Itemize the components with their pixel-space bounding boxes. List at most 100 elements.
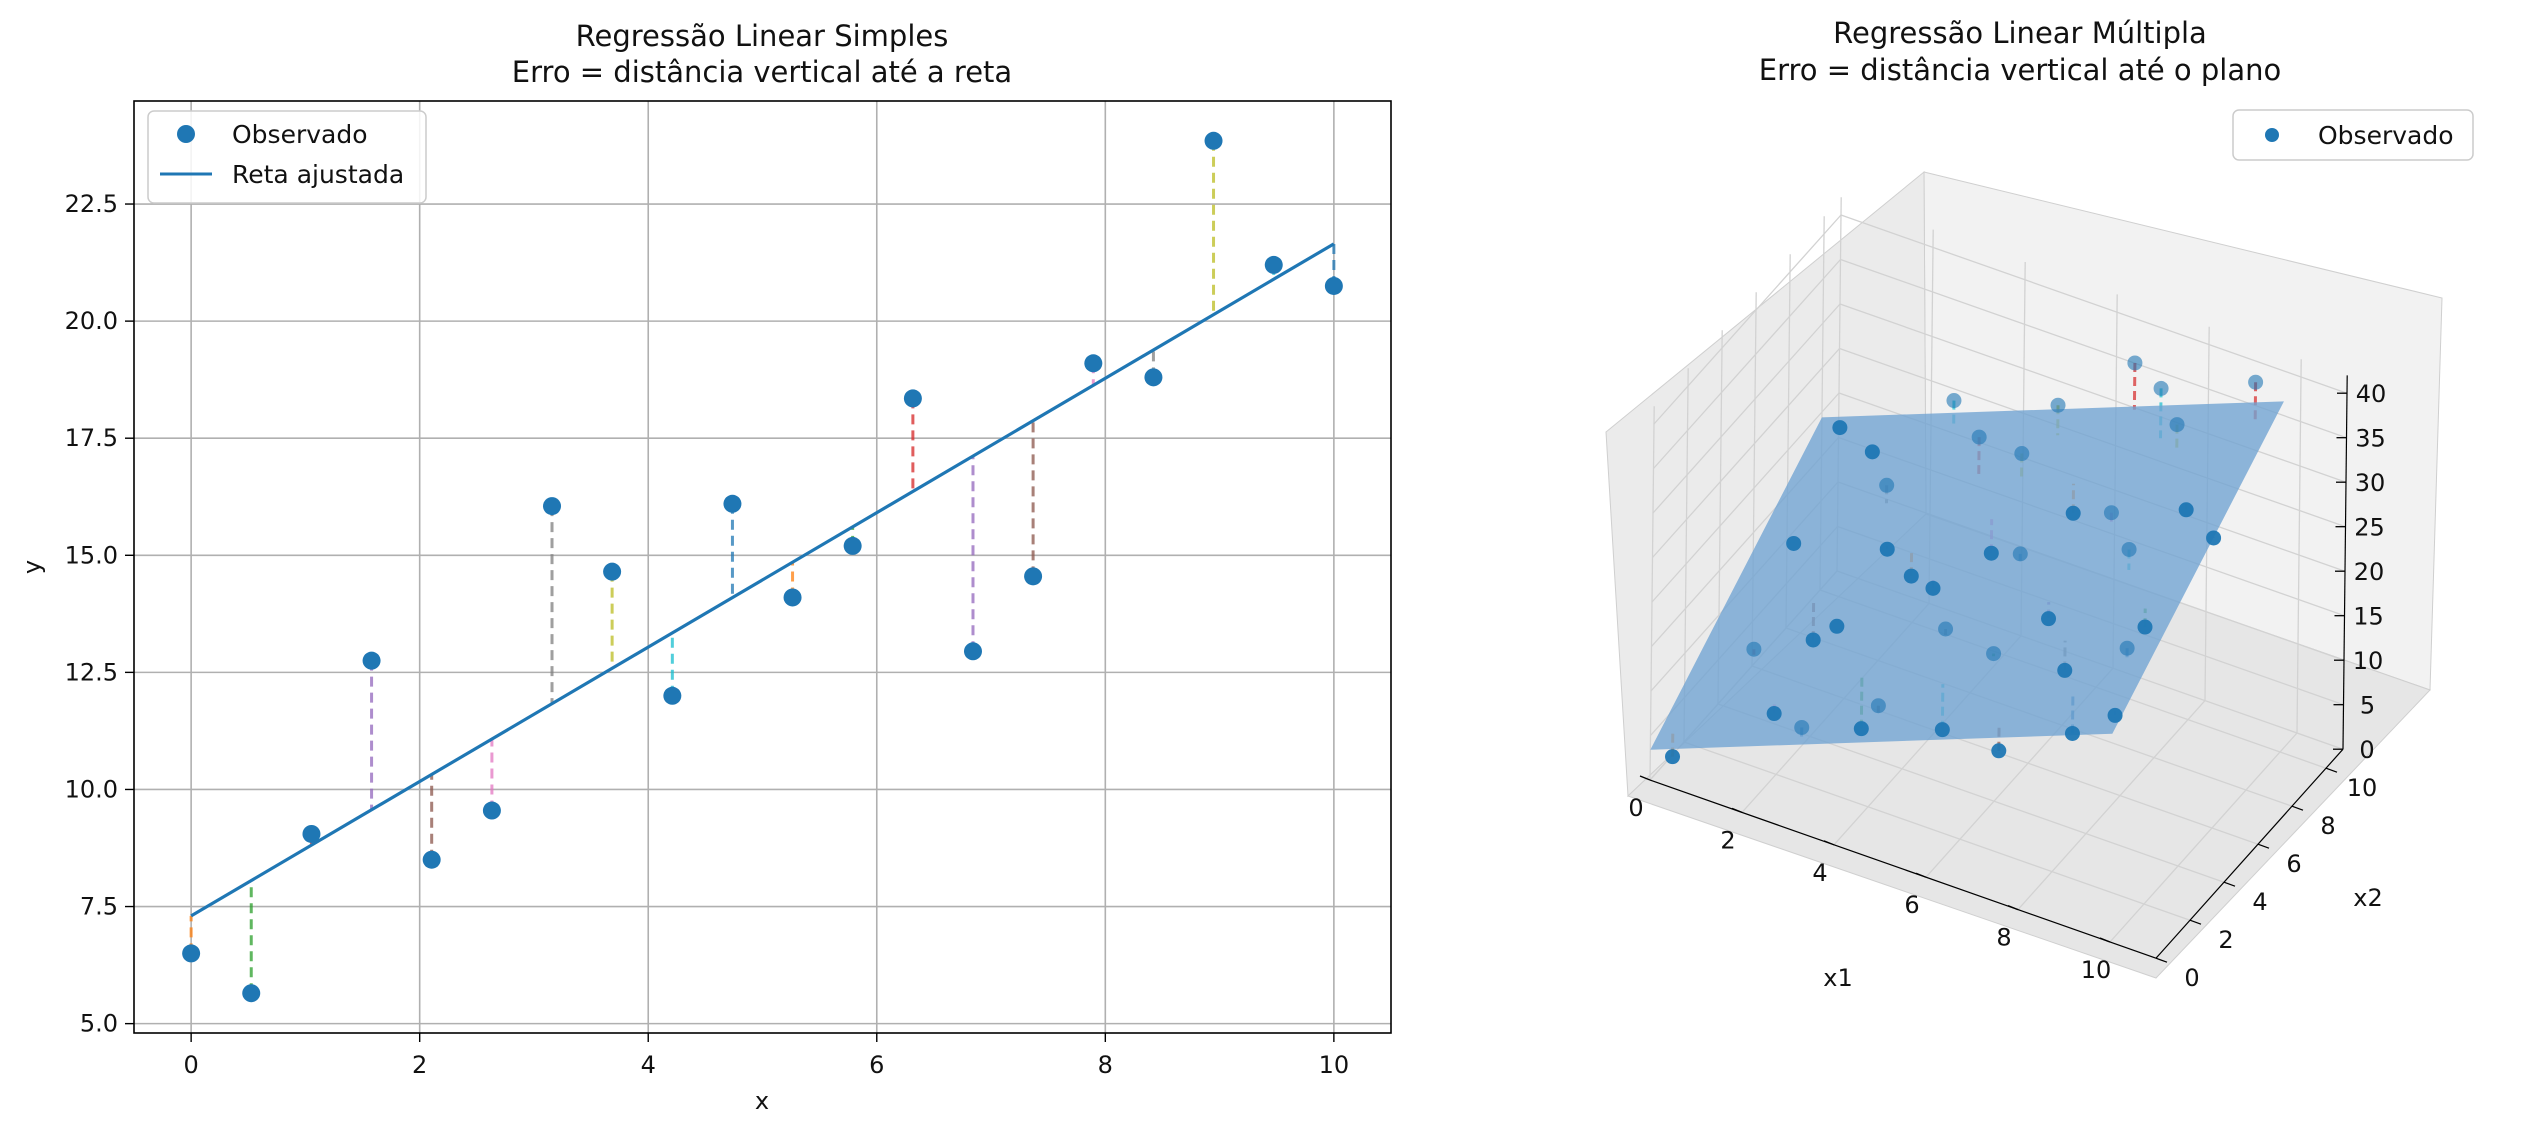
observed-point <box>1144 368 1163 387</box>
observed-point <box>963 642 982 661</box>
legend-marker-observed-3d <box>2265 128 2279 142</box>
observed-point-3d <box>1879 477 1895 493</box>
x-tick-label: 2 <box>412 1051 427 1079</box>
back-grid-z <box>1840 214 2348 394</box>
observed-point-3d <box>1832 420 1848 436</box>
x1-tick-label: 6 <box>1904 891 1919 919</box>
observed-point-3d <box>1829 618 1845 634</box>
side-grid-z <box>1651 392 1840 603</box>
observed-point-3d <box>1946 393 1962 409</box>
observed-point-3d <box>2153 380 2169 396</box>
fitted-plane <box>1650 401 2284 750</box>
z-tick-label: 30 <box>2355 469 2386 497</box>
observed-point-3d <box>2119 640 2135 656</box>
x2-tick-label: 6 <box>2286 850 2301 878</box>
observed-point-3d <box>1934 722 1950 738</box>
x2-tick-mark <box>2189 919 2202 925</box>
observed-point <box>783 588 802 607</box>
x-tick-label: 4 <box>641 1051 656 1079</box>
z-tick-label: 10 <box>2353 647 2384 675</box>
x2-tick-mark <box>2155 957 2168 963</box>
y-axis-label-simple: y <box>18 560 46 574</box>
observed-point <box>1084 354 1103 373</box>
observed-point-3d <box>2050 397 2066 413</box>
z-tick-label: 25 <box>2354 514 2385 542</box>
fitted-line <box>190 242 1335 918</box>
chart-title-multiple: Regressão Linear Múltipla <box>1833 16 2207 50</box>
observed-point-3d <box>2169 417 2185 433</box>
observed-point-3d <box>1971 429 1987 445</box>
y-tick-label: 15.0 <box>65 541 118 569</box>
observed-point-3d <box>1983 545 1999 561</box>
side-grid-z <box>1652 348 1840 558</box>
grid-simple <box>134 101 1391 1033</box>
observed-point <box>482 801 501 820</box>
x2-tick-label: 8 <box>2320 812 2335 840</box>
legend-label-fitted-line: Reta ajustada <box>232 160 404 189</box>
legend-label-observed: Observado <box>232 120 368 149</box>
observed-point <box>182 944 201 963</box>
fitted-line-segment <box>190 242 1335 918</box>
x2-tick-mark <box>2257 843 2270 849</box>
legend-multiple: Observado <box>2232 109 2474 161</box>
observed-point-3d <box>1746 641 1762 657</box>
observed-point <box>543 497 562 516</box>
chart-title-simple: Regressão Linear Simples <box>576 19 949 53</box>
observed-point-3d <box>2012 546 2028 562</box>
legend-box-simple <box>147 110 427 204</box>
y-tick-label: 22.5 <box>65 190 118 218</box>
observed-point <box>242 984 261 1003</box>
observed-point <box>302 824 321 843</box>
z-tick-label: 0 <box>2359 736 2374 764</box>
x-axis-label-simple: x <box>755 1087 769 1115</box>
side-grid-z <box>1653 214 1842 425</box>
y-tick-label: 20.0 <box>65 307 118 335</box>
observed-point-3d <box>2064 725 2080 741</box>
observed-point <box>723 494 742 513</box>
multiple-regression-chart: Regressão Linear Múltipla Erro = distânc… <box>1605 16 2474 992</box>
legend-label-observed-3d: Observado <box>2318 121 2454 150</box>
x1-tick-mark <box>2007 904 2019 911</box>
x-tick-label: 0 <box>183 1051 198 1079</box>
side-grid-z <box>1652 303 1841 514</box>
observed-point-3d <box>2127 355 2143 371</box>
chart-subtitle-multiple: Erro = distância vertical até o plano <box>1759 53 2281 87</box>
x2-tick-label: 4 <box>2252 888 2267 916</box>
observed-point-3d <box>1665 749 1681 765</box>
floor-grid-x1 <box>2017 700 2206 911</box>
x2-axis-label: x2 <box>2353 884 2382 912</box>
side-grid-z <box>1653 259 1841 469</box>
observed-point-3d <box>1870 698 1886 714</box>
observed-point-3d <box>1879 541 1895 557</box>
y-tick-label: 7.5 <box>80 893 118 921</box>
observed-point-3d <box>2248 374 2264 390</box>
observed-point <box>1324 276 1343 295</box>
x2-tick-label: 2 <box>2218 926 2233 954</box>
legend-simple: Observado Reta ajustada <box>147 110 427 204</box>
observed-point-3d <box>1794 719 1810 735</box>
observed-points-simple <box>182 131 1343 1003</box>
x2-tick-label: 10 <box>2347 774 2378 802</box>
fitted-plane-surface <box>1650 401 2284 750</box>
x2-tick-mark <box>2223 881 2236 887</box>
x1-tick-mark <box>1639 775 1651 781</box>
residual-line-3d <box>2132 362 2137 410</box>
observed-point-3d <box>2137 619 2153 635</box>
x2-tick-label: 0 <box>2184 964 2199 992</box>
observed-point-3d <box>2107 707 2123 723</box>
observed-point-3d <box>1903 568 1919 584</box>
x1-tick-label: 0 <box>1628 794 1643 822</box>
floor-grid-x2 <box>1683 741 2191 921</box>
observed-points-3d <box>1665 355 2264 765</box>
simple-regression-chart: Regressão Linear Simples Erro = distânci… <box>18 19 1392 1115</box>
x1-tick-mark <box>1915 872 1927 878</box>
residual-line-3d <box>2159 388 2163 439</box>
observed-point-3d <box>1853 721 1869 737</box>
y-tick-label: 10.0 <box>65 775 118 803</box>
observed-point <box>362 651 381 670</box>
z-tick-label: 20 <box>2354 558 2385 586</box>
observed-point <box>1204 131 1223 150</box>
plot-frame-simple <box>133 100 1392 1034</box>
